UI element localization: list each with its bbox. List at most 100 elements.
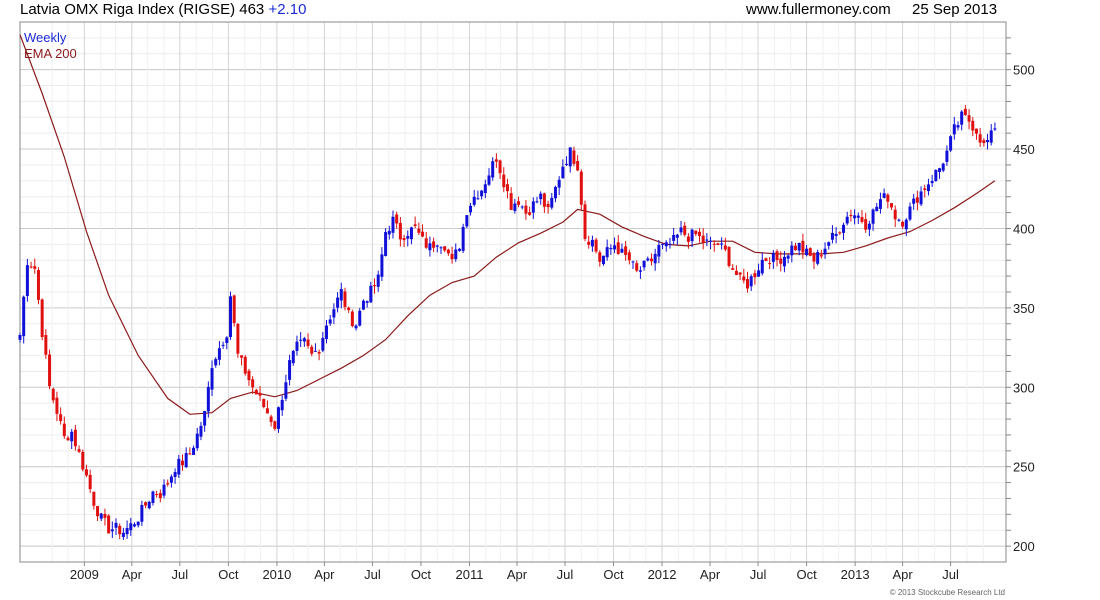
y-tick-label: 500 — [1013, 63, 1035, 78]
candle-body — [572, 150, 576, 164]
candle-body — [576, 161, 580, 171]
candle-body — [945, 150, 949, 162]
candle-body — [358, 310, 362, 326]
candle-body — [354, 325, 358, 329]
y-tick-labels: 200 250 300 350 400 450 500 — [1013, 63, 1035, 554]
axes — [19, 21, 1007, 563]
y-tick-label: 400 — [1013, 221, 1035, 236]
candle-body — [974, 128, 978, 134]
candle-body — [546, 204, 550, 208]
candle-body — [118, 525, 122, 535]
candle-body — [114, 522, 118, 528]
x-tick-label: Jul — [172, 567, 189, 582]
candle-body — [816, 252, 820, 264]
candle-body — [188, 453, 192, 455]
candle-body — [609, 247, 613, 250]
candle-body — [505, 184, 509, 192]
candle-body — [435, 245, 439, 247]
candle-body — [613, 245, 617, 250]
candle-body — [963, 108, 967, 116]
candle-body — [646, 258, 650, 261]
candle-body — [288, 360, 292, 380]
x-tick-label: Oct — [411, 567, 432, 582]
candle-body — [251, 379, 255, 388]
candle-body — [579, 171, 583, 205]
x-tick-label: Oct — [218, 567, 239, 582]
candle-body — [384, 232, 388, 256]
candle-body — [808, 248, 812, 256]
candle-body — [956, 125, 960, 128]
x-tick-label: Jul — [750, 567, 767, 582]
candle-body — [716, 243, 720, 246]
candle-body — [697, 231, 701, 237]
candle-body — [517, 201, 521, 205]
candle-body — [838, 232, 842, 234]
candle-body — [92, 491, 96, 506]
candle-body — [528, 212, 532, 215]
candle-body — [631, 261, 635, 263]
candle-body — [635, 263, 639, 271]
candle-body — [790, 245, 794, 256]
candle-body — [214, 359, 218, 366]
candle-body — [277, 407, 281, 429]
x-tick-label: Oct — [796, 567, 817, 582]
y-tick-label: 300 — [1013, 380, 1035, 395]
candle-body — [398, 222, 402, 240]
candle-body — [723, 245, 727, 250]
candle-body — [310, 346, 314, 354]
candle-body — [513, 203, 517, 211]
candle-body — [952, 124, 956, 135]
x-tick-label: Apr — [122, 567, 143, 582]
candle-body — [871, 209, 875, 224]
candle-body — [686, 236, 690, 242]
candle-body — [217, 348, 221, 360]
candle-body — [269, 416, 273, 423]
candle-body — [136, 521, 140, 526]
candle-body — [299, 339, 303, 341]
candle-body — [531, 201, 535, 213]
candle-body — [177, 458, 181, 475]
site-url: www.fullermoney.com — [746, 1, 891, 18]
candles — [18, 105, 997, 540]
candle-body — [853, 215, 857, 219]
candle-body — [483, 184, 487, 194]
candle-body — [151, 491, 155, 503]
candle-body — [472, 196, 476, 205]
candle-body — [919, 191, 923, 205]
candle-body — [413, 224, 417, 226]
candle-body — [675, 234, 679, 238]
x-tick-label: Apr — [507, 567, 528, 582]
candle-body — [184, 453, 188, 468]
candle-body — [432, 241, 436, 248]
candle-body — [59, 414, 63, 422]
legend-weekly: Weekly — [24, 30, 67, 45]
candle-body — [934, 169, 938, 181]
candle-body — [313, 350, 317, 352]
candle-body — [535, 201, 539, 203]
candle-body — [638, 270, 642, 272]
candle-body — [347, 307, 351, 311]
candle-body — [734, 270, 738, 275]
candle-body — [51, 388, 55, 401]
candle-body — [949, 136, 953, 151]
candle-body — [738, 272, 742, 275]
candle-body — [539, 193, 543, 200]
candle-body — [668, 243, 672, 245]
candle-body — [66, 437, 70, 441]
candle-body — [982, 140, 986, 144]
candle-body — [221, 344, 225, 346]
candle-body — [782, 256, 786, 267]
y-tick-label: 450 — [1013, 142, 1035, 157]
candle-body — [565, 163, 569, 165]
candle-body — [971, 120, 975, 131]
x-tick-label: Jul — [557, 567, 574, 582]
candle-body — [162, 484, 166, 496]
candle-body — [81, 451, 85, 470]
candle-body — [926, 184, 930, 192]
candle-body — [225, 337, 229, 344]
candle-body — [801, 240, 805, 253]
x-tick-label: 2012 — [648, 567, 677, 582]
candle-body — [22, 296, 26, 337]
candle-body — [694, 230, 698, 235]
candle-body — [967, 115, 971, 122]
